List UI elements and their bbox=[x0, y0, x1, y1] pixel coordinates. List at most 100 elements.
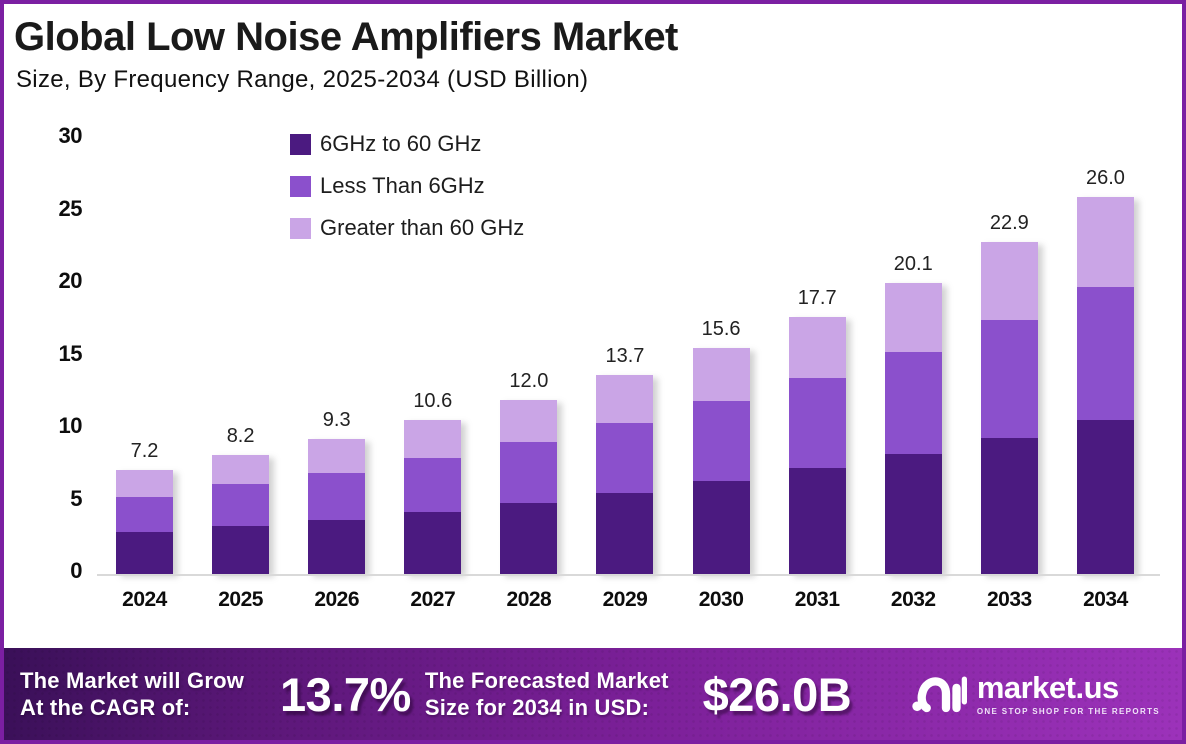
footer-banner: The Market will Grow At the CAGR of: 13.… bbox=[4, 648, 1182, 740]
market-us-logo-icon bbox=[912, 676, 967, 713]
x-axis-tick-2028: 2028 bbox=[506, 588, 552, 611]
y-axis: 0 5 10 15 20 25 30 bbox=[20, 4, 83, 644]
x-axis-tick-2033: 2033 bbox=[986, 588, 1032, 611]
forecast-label-line2: Size for 2034 in USD: bbox=[424, 695, 650, 720]
bar-segment bbox=[692, 401, 750, 482]
bar-segment bbox=[212, 526, 270, 574]
bar-stack bbox=[212, 455, 270, 574]
logo-tagline: ONE STOP SHOP FOR THE REPORTS bbox=[976, 707, 1160, 716]
bar-stack bbox=[692, 347, 750, 574]
bar-stack bbox=[884, 282, 942, 574]
bar-segment bbox=[884, 282, 942, 353]
bar-segment bbox=[692, 481, 750, 574]
cagr-label-line1: The Market will Grow bbox=[20, 667, 245, 693]
bar-stack bbox=[308, 439, 366, 574]
x-axis-tick-2034: 2034 bbox=[1083, 588, 1128, 611]
bar-stack bbox=[404, 420, 462, 574]
chart-legend: 6GHz to 60 GHz Less Than 6GHz Greater than… bbox=[290, 131, 524, 240]
bar-segment bbox=[116, 497, 173, 532]
bar-2030: 15.6 bbox=[692, 134, 750, 574]
legend-swatch-icon bbox=[290, 133, 311, 155]
legend-label: 6GHz to 60 GHz bbox=[320, 131, 482, 156]
x-axis-tick-2032: 2032 bbox=[890, 588, 936, 611]
bar-segment bbox=[980, 437, 1038, 574]
bar-segment bbox=[596, 375, 654, 424]
bar-2029: 13.7 bbox=[596, 134, 654, 574]
x-axis-tick-2029: 2029 bbox=[602, 588, 648, 611]
logo-wordmark: market.us bbox=[976, 670, 1119, 705]
bar-total-label: 17.7 bbox=[797, 287, 837, 310]
bar-2033: 22.9 bbox=[980, 134, 1038, 574]
x-axis-tick-2030: 2030 bbox=[698, 588, 744, 611]
bar-segment bbox=[212, 455, 270, 485]
bar-segment bbox=[788, 378, 846, 469]
forecast-label-line1: The Forecasted Market bbox=[424, 667, 669, 693]
bar-total-label: 13.7 bbox=[605, 345, 645, 368]
bar-segment bbox=[596, 492, 654, 574]
x-axis-tick-2025: 2025 bbox=[218, 588, 263, 611]
legend-item: 6GHz to 60 GHz bbox=[290, 131, 524, 156]
legend-label: Less Than 6GHz bbox=[320, 173, 485, 198]
bar-segment bbox=[500, 400, 558, 443]
page-subtitle: Size, By Frequency Range, 2025-2034 (USD… bbox=[16, 66, 589, 93]
cagr-label-line2: At the CAGR of: bbox=[20, 695, 191, 720]
bar-segment bbox=[884, 352, 942, 454]
bar-segment bbox=[404, 420, 462, 459]
bar-stack bbox=[788, 317, 846, 574]
bar-segment bbox=[1076, 286, 1134, 421]
bar-2028: 12.0 bbox=[500, 134, 558, 574]
bar-total-label: 20.1 bbox=[893, 252, 933, 275]
bar-segment bbox=[692, 347, 750, 402]
bar-segment bbox=[1076, 420, 1134, 574]
bar-total-label: 22.9 bbox=[989, 212, 1029, 235]
y-axis-tick: 5 bbox=[70, 485, 82, 511]
bar-total-label: 12.0 bbox=[509, 370, 549, 393]
bar-segment bbox=[308, 472, 366, 521]
y-axis-tick: 0 bbox=[70, 558, 82, 583]
bar-segment bbox=[788, 468, 846, 574]
legend-swatch-icon bbox=[290, 217, 311, 239]
bar-stack bbox=[1076, 197, 1134, 574]
bar-total-label: 26.0 bbox=[1085, 167, 1125, 190]
bar-segment bbox=[596, 423, 654, 493]
forecast-label: The Forecasted Market Size for 2034 in U… bbox=[425, 667, 669, 722]
bars-area: 7.2 8.2 9.3 10.6 12.0 13.7 15.6 17.7 20.1 22.9 26.… bbox=[116, 134, 1134, 574]
bar-segment bbox=[308, 520, 366, 574]
bar-2025: 8.2 bbox=[212, 134, 270, 574]
x-axis-tick-2026: 2026 bbox=[314, 588, 360, 611]
bar-total-label: 7.2 bbox=[130, 439, 159, 462]
cagr-value: 13.7% bbox=[280, 667, 411, 721]
x-axis-tick-2031: 2031 bbox=[794, 588, 840, 611]
bar-2031: 17.7 bbox=[788, 134, 846, 574]
bar-segment bbox=[788, 317, 846, 379]
y-axis-tick: 10 bbox=[58, 413, 83, 438]
legend-swatch-icon bbox=[290, 175, 311, 197]
bar-total-label: 8.2 bbox=[226, 425, 255, 448]
bar-segment bbox=[980, 320, 1038, 438]
x-axis-labels: 2024 2025 2026 2027 2028 2029 2030 2031 2032 2033… bbox=[116, 588, 1134, 612]
y-axis-tick: 25 bbox=[58, 195, 83, 221]
bar-2027: 10.6 bbox=[404, 134, 462, 574]
forecast-value: $26.0B bbox=[702, 667, 852, 721]
bar-segment bbox=[404, 511, 462, 574]
y-axis-tick: 20 bbox=[58, 268, 83, 293]
bar-total-label: 9.3 bbox=[322, 409, 351, 432]
bar-stack bbox=[980, 242, 1038, 574]
bar-total-label: 15.6 bbox=[701, 317, 741, 340]
bar-segment bbox=[884, 453, 942, 574]
legend-item: Greater than 60 GHz bbox=[290, 215, 524, 240]
bar-total-label: 10.6 bbox=[413, 390, 453, 413]
bar-stack bbox=[500, 400, 558, 574]
page-title: Global Low Noise Amplifiers Market bbox=[14, 15, 678, 59]
bar-2032: 20.1 bbox=[884, 134, 942, 574]
y-axis-tick: 15 bbox=[58, 340, 83, 366]
bar-2026: 9.3 bbox=[308, 134, 366, 574]
bar-segment bbox=[1076, 197, 1134, 287]
legend-item: Less Than 6GHz bbox=[290, 173, 524, 198]
bar-2034: 26.0 bbox=[1076, 134, 1134, 574]
bar-segment bbox=[116, 469, 173, 498]
logo-text-block: market.us ONE STOP SHOP FOR THE REPORTS bbox=[977, 672, 1160, 716]
x-axis-tick-2024: 2024 bbox=[122, 588, 167, 611]
x-axis-baseline bbox=[97, 574, 1160, 576]
